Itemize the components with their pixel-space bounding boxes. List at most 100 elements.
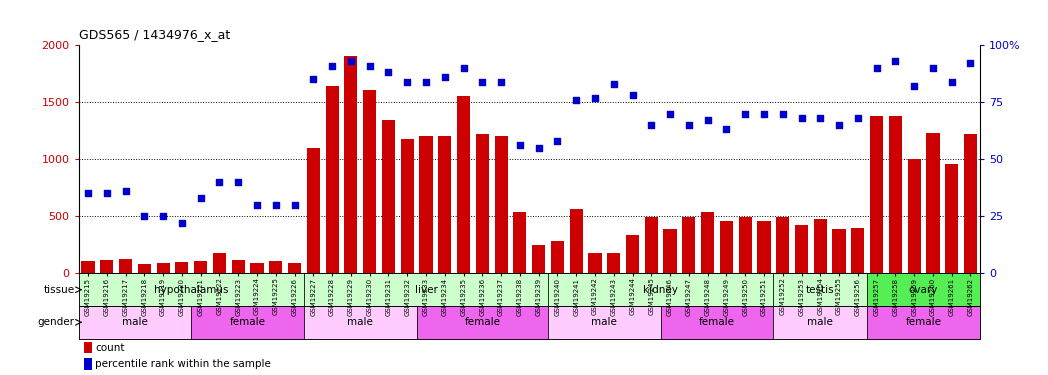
Bar <box>363 90 376 273</box>
Bar <box>457 96 471 273</box>
Bar <box>304 306 417 339</box>
Text: hypothalamus: hypothalamus <box>154 285 228 295</box>
Bar <box>551 242 564 273</box>
Bar <box>964 134 977 273</box>
Text: female: female <box>230 317 265 327</box>
Bar <box>400 139 414 273</box>
Point <box>99 190 115 196</box>
Point <box>305 76 322 82</box>
Bar <box>548 273 773 306</box>
Point <box>174 220 191 226</box>
Bar <box>851 228 865 273</box>
Point <box>511 142 528 148</box>
Bar <box>79 273 304 306</box>
Point <box>606 81 623 87</box>
Point <box>474 78 490 84</box>
Bar <box>795 225 808 273</box>
Bar <box>701 212 714 273</box>
Point <box>436 74 453 80</box>
Point <box>587 94 604 100</box>
Point <box>718 126 735 132</box>
Bar <box>868 306 980 339</box>
Text: percentile rank within the sample: percentile rank within the sample <box>95 359 271 369</box>
Bar <box>269 261 282 273</box>
Point <box>737 111 754 117</box>
Bar <box>175 262 189 273</box>
Text: count: count <box>95 343 125 353</box>
Text: kidney: kidney <box>643 285 678 295</box>
Bar <box>945 164 958 273</box>
Bar <box>870 116 883 273</box>
Bar <box>720 221 733 273</box>
Bar <box>889 116 902 273</box>
Bar <box>645 217 658 273</box>
Bar <box>307 148 320 273</box>
Point <box>324 63 341 69</box>
Bar <box>119 258 132 273</box>
Bar <box>777 217 789 273</box>
Point <box>417 78 434 84</box>
Bar <box>79 306 191 339</box>
Bar <box>908 159 921 273</box>
Point <box>136 213 153 219</box>
Text: liver: liver <box>415 285 437 295</box>
Bar <box>514 212 526 273</box>
Bar <box>326 86 339 273</box>
Bar <box>868 273 980 306</box>
Point <box>362 63 378 69</box>
Point <box>793 115 810 121</box>
Point <box>117 188 134 194</box>
Bar <box>84 358 92 370</box>
Point <box>642 122 659 128</box>
Point <box>380 69 397 75</box>
Point <box>850 115 867 121</box>
Bar <box>476 134 488 273</box>
Point <box>887 58 903 64</box>
Point <box>192 195 209 201</box>
Bar <box>660 306 773 339</box>
Bar <box>137 264 151 273</box>
Point <box>625 92 641 98</box>
Point <box>661 111 678 117</box>
Text: female: female <box>464 317 500 327</box>
Point <box>831 122 848 128</box>
Bar <box>773 273 868 306</box>
Bar <box>570 209 583 273</box>
Bar <box>232 260 245 273</box>
Bar <box>82 261 94 273</box>
Text: female: female <box>699 317 735 327</box>
Text: ovary: ovary <box>909 285 938 295</box>
Bar <box>419 136 433 273</box>
Bar <box>156 262 170 273</box>
Bar <box>101 260 113 273</box>
Point <box>211 179 227 185</box>
Point <box>80 190 96 196</box>
Point <box>230 179 246 185</box>
Bar <box>926 133 939 273</box>
Point <box>699 117 716 123</box>
Bar <box>194 261 208 273</box>
Point <box>868 65 885 71</box>
Bar <box>304 273 548 306</box>
Text: tissue: tissue <box>44 285 74 295</box>
Bar <box>532 245 545 273</box>
Text: male: male <box>347 317 373 327</box>
Point <box>399 78 416 84</box>
Text: female: female <box>905 317 941 327</box>
Bar <box>345 56 357 273</box>
Bar <box>495 136 507 273</box>
Point <box>756 111 772 117</box>
Bar <box>626 234 639 273</box>
Bar <box>832 230 846 273</box>
Bar <box>813 219 827 273</box>
Bar <box>739 217 751 273</box>
Point <box>962 60 979 66</box>
Bar <box>548 306 660 339</box>
Bar <box>381 120 395 273</box>
Point <box>530 145 547 151</box>
Text: GDS565 / 1434976_x_at: GDS565 / 1434976_x_at <box>79 28 230 41</box>
Point <box>549 138 566 144</box>
Point <box>905 83 922 89</box>
Bar <box>417 306 548 339</box>
Text: male: male <box>122 317 148 327</box>
